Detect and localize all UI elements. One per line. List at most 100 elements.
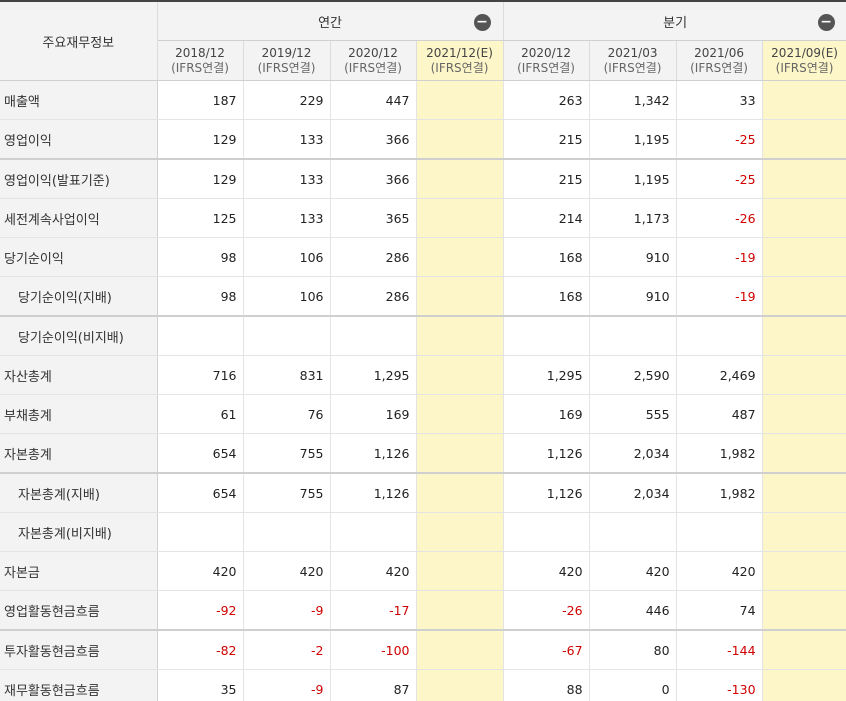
table-row: 영업이익(발표기준) 129 133 366 215 1,195 -25: [0, 158, 846, 199]
collapse-annual-icon[interactable]: −: [473, 14, 491, 31]
period-label: 2021/03: [607, 45, 658, 60]
value-cell: 1,126: [330, 433, 417, 474]
value-cell: -67: [503, 629, 590, 670]
value-cell: 169: [330, 394, 417, 434]
value-cell: 229: [243, 80, 331, 120]
table-row: 재무활동현금흐름 35 -9 87 88 0 -130: [0, 669, 846, 701]
table-row: 자본총계(지배) 654 755 1,126 1,126 2,034 1,982: [0, 472, 846, 513]
value-cell: 74: [676, 590, 763, 631]
value-cell: 106: [243, 276, 331, 317]
value-cell: 80: [589, 629, 677, 670]
period-header: 2020/12 (IFRS연결): [330, 40, 417, 81]
period-basis: (IFRS연결): [775, 60, 834, 75]
value-cell: -130: [676, 669, 763, 701]
row-label: 당기순이익: [0, 237, 158, 277]
value-cell: 2,034: [589, 472, 677, 513]
value-cell: 129: [157, 119, 244, 160]
value-cell: [762, 512, 846, 552]
period-basis: (IFRS연결): [257, 60, 316, 75]
row-label: 자본총계(지배): [0, 472, 158, 513]
period-label: 2020/12: [348, 45, 398, 60]
value-cell: [330, 512, 417, 552]
value-cell: 1,982: [676, 433, 763, 474]
value-cell: 133: [243, 158, 331, 199]
row-label: 자본총계(비지배): [0, 512, 158, 552]
period-header: 2021/03 (IFRS연결): [589, 40, 677, 81]
table-row: 부채총계 61 76 169 169 555 487: [0, 394, 846, 434]
value-cell: [762, 394, 846, 434]
period-basis: (IFRS연결): [603, 60, 662, 75]
value-cell: [157, 512, 244, 552]
value-cell: [762, 433, 846, 474]
value-cell: 76: [243, 394, 331, 434]
value-cell: [416, 198, 504, 238]
value-cell: 88: [503, 669, 590, 701]
table-row: 자본총계 654 755 1,126 1,126 2,034 1,982: [0, 433, 846, 474]
value-cell: [416, 551, 504, 591]
value-cell: [416, 394, 504, 434]
quarter-label: 분기: [663, 15, 688, 31]
value-cell: 2,469: [676, 355, 763, 395]
collapse-quarter-icon[interactable]: −: [817, 14, 835, 31]
period-header: 2021/09(E) (IFRS연결): [762, 40, 846, 81]
value-cell: 1,173: [589, 198, 677, 238]
value-cell: 555: [589, 394, 677, 434]
value-cell: [762, 472, 846, 513]
value-cell: -144: [676, 629, 763, 670]
value-cell: 755: [243, 433, 331, 474]
value-cell: 420: [157, 551, 244, 591]
value-cell: -17: [330, 590, 417, 631]
table-row: 세전계속사업이익 125 133 365 214 1,173 -26: [0, 198, 846, 238]
value-cell: [762, 551, 846, 591]
value-cell: [243, 315, 331, 356]
value-cell: [762, 198, 846, 238]
value-cell: 1,195: [589, 158, 677, 199]
row-label: 영업이익(발표기준): [0, 158, 158, 199]
row-label: 당기순이익(지배): [0, 276, 158, 317]
value-cell: [589, 315, 677, 356]
value-cell: 87: [330, 669, 417, 701]
value-cell: 366: [330, 158, 417, 199]
value-cell: 420: [330, 551, 417, 591]
value-cell: 133: [243, 119, 331, 160]
period-header: 2020/12 (IFRS연결): [503, 40, 590, 81]
value-cell: [157, 315, 244, 356]
table-row: 당기순이익(지배) 98 106 286 168 910 -19: [0, 276, 846, 317]
period-label: 2021/06: [694, 45, 744, 60]
value-cell: 654: [157, 433, 244, 474]
value-cell: [416, 119, 504, 160]
value-cell: 61: [157, 394, 244, 434]
value-cell: -9: [243, 590, 331, 631]
value-cell: [589, 512, 677, 552]
value-cell: 168: [503, 276, 590, 317]
value-cell: -82: [157, 629, 244, 670]
value-cell: [762, 276, 846, 317]
period-label: 2019/12: [261, 45, 312, 60]
value-cell: [503, 512, 590, 552]
value-cell: 1,982: [676, 472, 763, 513]
value-cell: 187: [157, 80, 244, 120]
value-cell: 420: [243, 551, 331, 591]
row-label: 자본총계: [0, 433, 158, 474]
value-cell: 654: [157, 472, 244, 513]
row-label: 자산총계: [0, 355, 158, 395]
value-cell: [416, 590, 504, 631]
period-basis: (IFRS연결): [430, 60, 489, 75]
value-cell: [416, 80, 504, 120]
value-cell: [416, 669, 504, 701]
value-cell: 2,590: [589, 355, 677, 395]
value-cell: [416, 472, 504, 513]
value-cell: 1,126: [503, 472, 590, 513]
row-label: 재무활동현금흐름: [0, 669, 158, 701]
value-cell: -26: [503, 590, 590, 631]
label-column-header: 주요재무정보: [0, 2, 158, 81]
value-cell: [503, 315, 590, 356]
table-row: 당기순이익 98 106 286 168 910 -19: [0, 237, 846, 277]
period-basis: (IFRS연결): [690, 60, 748, 75]
value-cell: 106: [243, 237, 331, 277]
annual-group-header: 연간 −: [157, 2, 504, 41]
period-header: 2021/06 (IFRS연결): [676, 40, 763, 81]
value-cell: 35: [157, 669, 244, 701]
value-cell: 1,295: [330, 355, 417, 395]
period-label: 2020/12: [521, 45, 571, 60]
